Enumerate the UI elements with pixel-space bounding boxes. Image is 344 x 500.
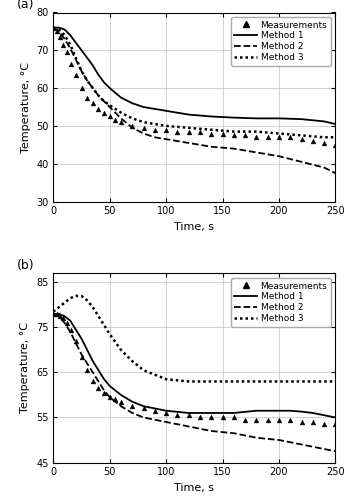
- Text: (a): (a): [17, 0, 34, 10]
- X-axis label: Time, s: Time, s: [174, 483, 214, 493]
- Legend: Measurements, Method 1, Method 2, Method 3: Measurements, Method 1, Method 2, Method…: [231, 278, 331, 326]
- Y-axis label: Temperature, °C: Temperature, °C: [21, 62, 31, 152]
- Legend: Measurements, Method 1, Method 2, Method 3: Measurements, Method 1, Method 2, Method…: [231, 17, 331, 66]
- Y-axis label: Temperature, °C: Temperature, °C: [20, 322, 30, 414]
- Text: (b): (b): [17, 258, 34, 272]
- X-axis label: Time, s: Time, s: [174, 222, 214, 232]
